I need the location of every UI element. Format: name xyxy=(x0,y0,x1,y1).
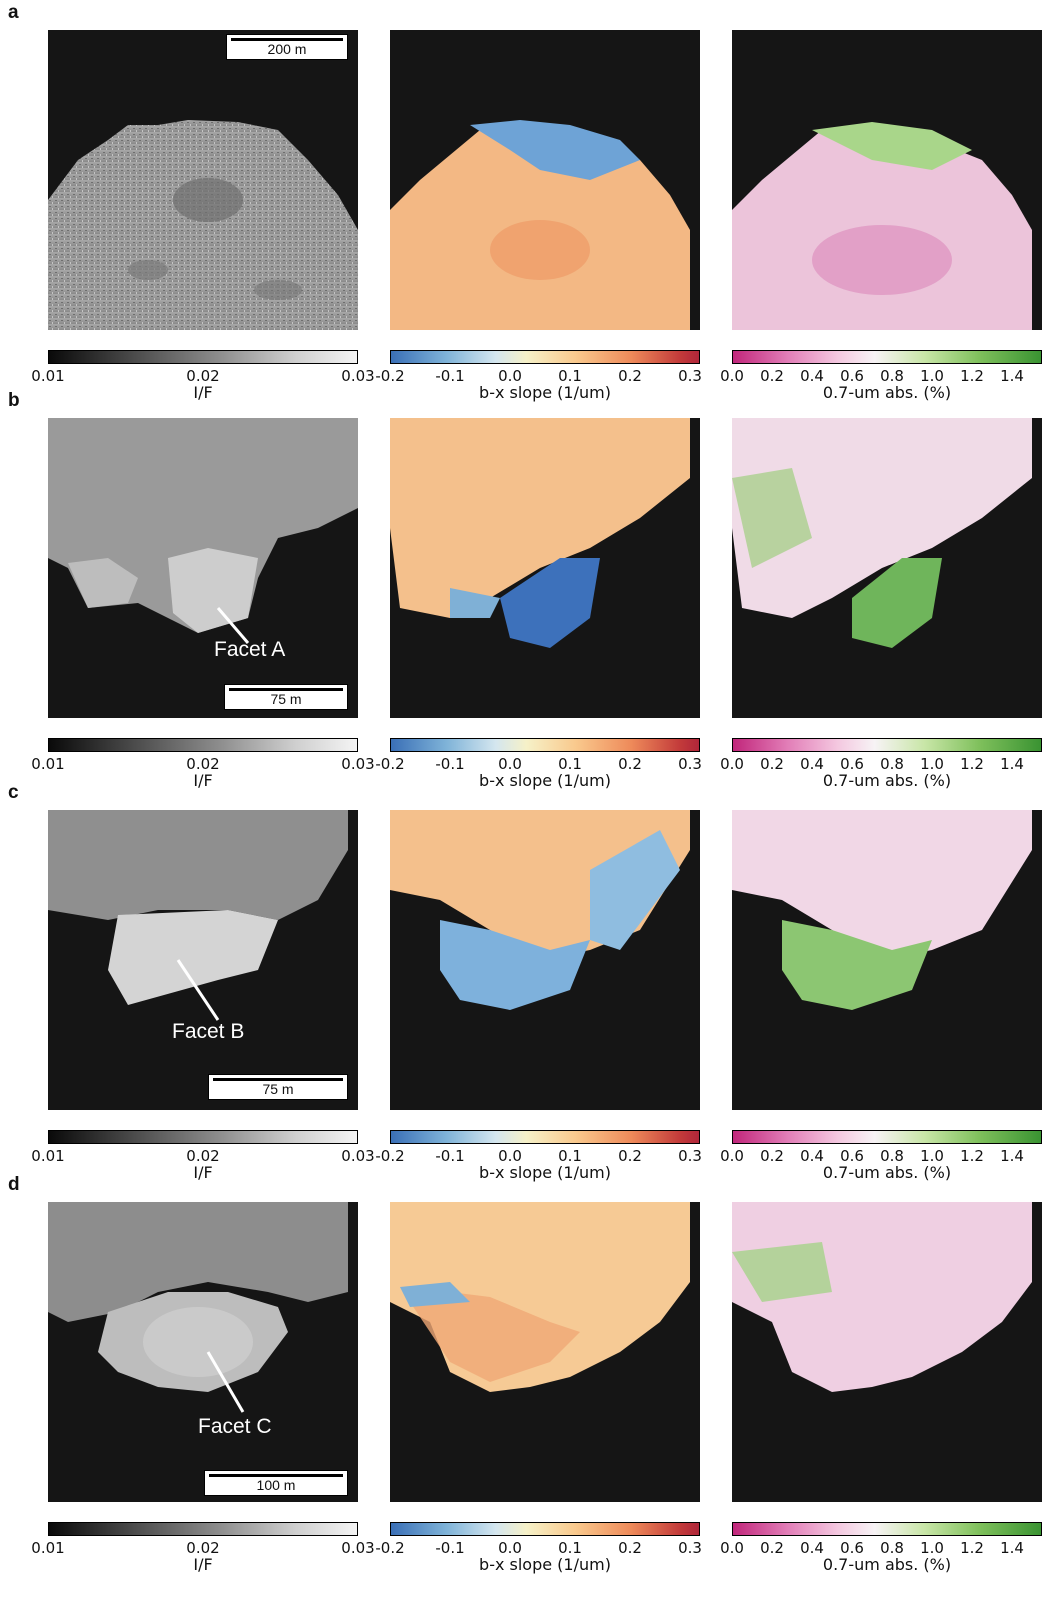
row-label-b: b xyxy=(8,390,20,411)
asteroid-image xyxy=(48,810,348,1021)
colorbar-slope xyxy=(390,738,700,752)
slope-map xyxy=(390,418,690,648)
colorbar-abs-ticks: 0.0 0.2 0.4 0.6 0.8 1.0 1.2 1.4 xyxy=(720,367,1024,385)
abs-map-d xyxy=(732,1202,1042,1502)
if-image-c: Facet B 75 m xyxy=(48,810,358,1110)
if-image-a: 200 m xyxy=(48,30,358,330)
asteroid-image xyxy=(48,1202,348,1413)
colorbar-if xyxy=(48,350,358,364)
row-b: b Facet A 75 m 0.01 0.02 0.03 I/F -0. xyxy=(0,390,1056,798)
colorbar-if-label: I/F xyxy=(193,1555,213,1574)
colorbar-if xyxy=(48,738,358,752)
slope-map xyxy=(390,1202,690,1392)
colorbar-if xyxy=(48,1130,358,1144)
row-label-a: a xyxy=(8,2,19,23)
scale-bar: 75 m xyxy=(224,684,348,710)
abs-map xyxy=(732,418,1032,648)
slope-map-a xyxy=(390,30,700,330)
slope-map-b xyxy=(390,418,700,718)
if-image-b: Facet A 75 m xyxy=(48,418,358,718)
callout-line xyxy=(206,1351,245,1413)
row-c: c Facet B 75 m 0.01 0.02 0.03 I/F -0.2 -0.1… xyxy=(0,782,1056,1190)
row-label-c: c xyxy=(8,782,19,803)
colorbar-if-label: I/F xyxy=(193,383,213,402)
slope-map xyxy=(390,810,690,1010)
colorbar-if-label: I/F xyxy=(193,771,213,790)
colorbar-slope-ticks: -0.2 -0.1 0.0 0.1 0.2 0.3 xyxy=(375,1147,702,1165)
slope-map xyxy=(390,120,690,330)
row-a: a 200 m xyxy=(0,2,1056,410)
colorbar-if-ticks: 0.01 0.02 0.03 xyxy=(31,1147,375,1165)
colorbar-slope-label: b-x slope (1/um) xyxy=(479,1163,611,1182)
colorbar-slope-ticks: -0.2 -0.1 0.0 0.1 0.2 0.3 xyxy=(375,1539,702,1557)
colorbar-abs-ticks: 0.0 0.2 0.4 0.6 0.8 1.0 1.2 1.4 xyxy=(720,1147,1024,1165)
colorbar-abs-label: 0.7-um abs. (%) xyxy=(822,1163,952,1182)
colorbar-slope xyxy=(390,1130,700,1144)
colorbar-if-ticks: 0.01 0.02 0.03 xyxy=(31,755,375,773)
colorbar-slope-label: b-x slope (1/um) xyxy=(479,771,611,790)
callout-facet-b: Facet B xyxy=(172,1020,245,1043)
colorbar-slope xyxy=(390,350,700,364)
colorbar-slope-ticks: -0.2 -0.1 0.0 0.1 0.2 0.3 xyxy=(375,367,702,385)
row-d: d Facet C 100 m 0.01 0.02 0.03 I/F -0.2 -0.… xyxy=(0,1174,1056,1582)
scale-bar: 200 m xyxy=(226,34,348,60)
colorbar-abs-ticks: 0.0 0.2 0.4 0.6 0.8 1.0 1.2 1.4 xyxy=(720,755,1024,773)
colorbar-slope xyxy=(390,1522,700,1536)
colorbar-slope-label: b-x slope (1/um) xyxy=(479,1555,611,1574)
slope-map-c xyxy=(390,810,700,1110)
scale-bar: 100 m xyxy=(204,1470,348,1496)
colorbar-if-label: I/F xyxy=(193,1163,213,1182)
colorbar-abs xyxy=(732,738,1042,752)
scale-bar: 75 m xyxy=(208,1074,348,1100)
abs-map xyxy=(732,122,1032,330)
abs-map xyxy=(732,1202,1032,1392)
abs-map-c xyxy=(732,810,1042,1110)
slope-map-d xyxy=(390,1202,700,1502)
abs-map xyxy=(732,810,1032,1010)
row-label-d: d xyxy=(8,1174,20,1195)
colorbar-slope-label: b-x slope (1/um) xyxy=(479,383,611,402)
colorbar-if-ticks: 0.01 0.02 0.03 xyxy=(31,1539,375,1557)
callout-line xyxy=(176,959,220,1021)
colorbar-abs xyxy=(732,1130,1042,1144)
colorbar-if xyxy=(48,1522,358,1536)
colorbar-abs-label: 0.7-um abs. (%) xyxy=(822,383,952,402)
colorbar-if-ticks: 0.01 0.02 0.03 xyxy=(31,367,375,385)
abs-map-a xyxy=(732,30,1042,330)
asteroid-image xyxy=(48,120,358,330)
asteroid-image xyxy=(48,418,358,644)
callout-line xyxy=(216,607,250,644)
abs-map-b xyxy=(732,418,1042,718)
callout-facet-a: Facet A xyxy=(214,638,286,661)
colorbar-abs-label: 0.7-um abs. (%) xyxy=(822,1555,952,1574)
colorbar-abs xyxy=(732,350,1042,364)
colorbar-slope-ticks: -0.2 -0.1 0.0 0.1 0.2 0.3 xyxy=(375,755,702,773)
callout-facet-c: Facet C xyxy=(198,1415,272,1438)
colorbar-abs-label: 0.7-um abs. (%) xyxy=(822,771,952,790)
colorbar-abs-ticks: 0.0 0.2 0.4 0.6 0.8 1.0 1.2 1.4 xyxy=(720,1539,1024,1557)
if-image-d: Facet C 100 m xyxy=(48,1202,358,1502)
colorbar-abs xyxy=(732,1522,1042,1536)
